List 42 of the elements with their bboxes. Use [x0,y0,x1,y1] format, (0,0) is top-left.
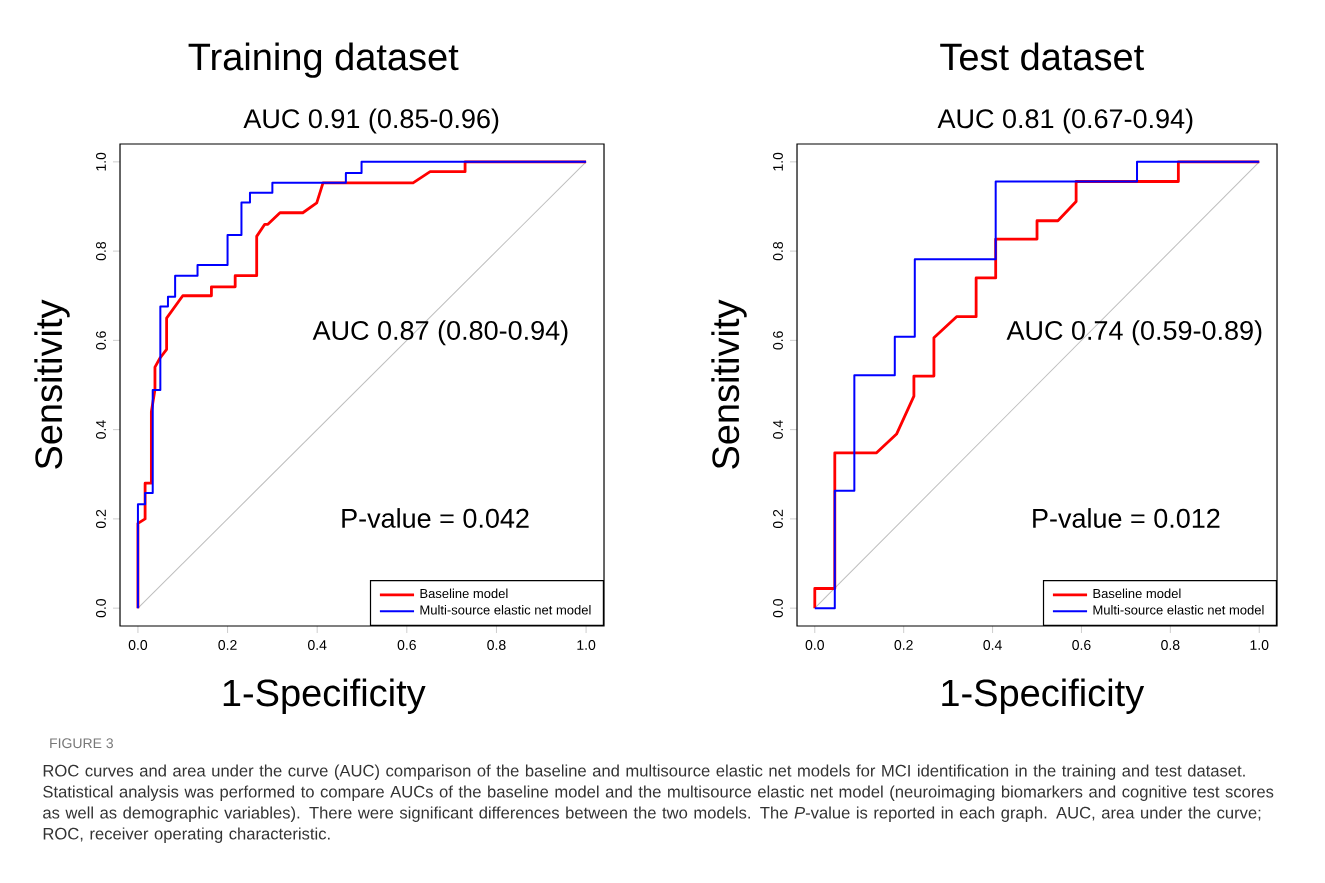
y-axis-title: Sensitivity [711,299,747,469]
annotation: AUC 0.87 (0.80-0.94) [312,320,568,346]
y-tick-label: 0.4 [96,420,106,439]
chart-subtitle: AUC 0.91 (0.85-0.96) [243,108,499,134]
x-tick-label: 0.4 [983,640,1002,650]
legend-label: Baseline model [1093,588,1181,599]
annotation: AUC 0.74 (0.59-0.89) [1006,320,1262,346]
annotation: P-value = 0.012 [1033,508,1220,528]
y-tick-label: 0.0 [773,598,783,618]
y-tick-label: 0.8 [773,241,783,261]
x-tick-label: 0.8 [1161,640,1180,650]
chart-title: Test dataset [940,42,1144,71]
x-tick-label: 0.0 [805,640,824,650]
legend-label: Baseline model [420,588,508,599]
y-tick-label: 0.0 [96,598,106,618]
annotation: P-value = 0.042 [342,508,529,528]
y-tick-label: 0.2 [96,509,106,529]
x-tick-label: 1.0 [1250,640,1269,650]
x-axis-title: 1-Specificity [223,678,426,714]
y-tick-label: 1.0 [96,152,106,171]
y-tick-label: 0.4 [773,420,783,439]
y-tick-label: 0.6 [96,331,106,350]
legend-label: Multi-source elastic net model [420,605,591,615]
legend-label: Multi-source elastic net model [1093,605,1264,615]
y-tick-label: 0.8 [96,241,106,261]
x-tick-label: 0.2 [218,640,237,650]
chart-subtitle: AUC 0.81 (0.67-0.94) [937,108,1193,134]
x-tick-label: 0.2 [894,640,913,650]
x-tick-label: 0.6 [1072,640,1091,650]
y-tick-label: 0.2 [773,509,783,529]
y-tick-label: 0.6 [773,331,783,350]
x-axis-title: 1-Specificity [942,678,1145,714]
x-tick-label: 1.0 [577,640,596,650]
x-tick-label: 0.6 [397,640,416,650]
y-axis-title: Sensitivity [34,299,70,469]
x-tick-label: 0.8 [487,640,506,650]
x-tick-label: 0.4 [307,640,327,650]
text: ROC curves and area under the curve (AUC) comparison of the baseline and multisource elastic net models for MCI identification in the training and test dataset. Statistical analysis was performed to compare AUCs of the baseline model and the multisource elastic net model (neuroimaging biomarkers and cognitive test scores as well as demographic variables). There were significant differences between the two models. The P-value is reported in each graph. AUC, area under the curve; ROC, receiver operating characteristic. [43,764,1274,843]
x-tick-label: 0.0 [128,640,148,650]
y-tick-label: 1.0 [773,152,783,171]
caption: FIGURE 3 [50,738,113,749]
chart-title: Training dataset [188,42,459,78]
